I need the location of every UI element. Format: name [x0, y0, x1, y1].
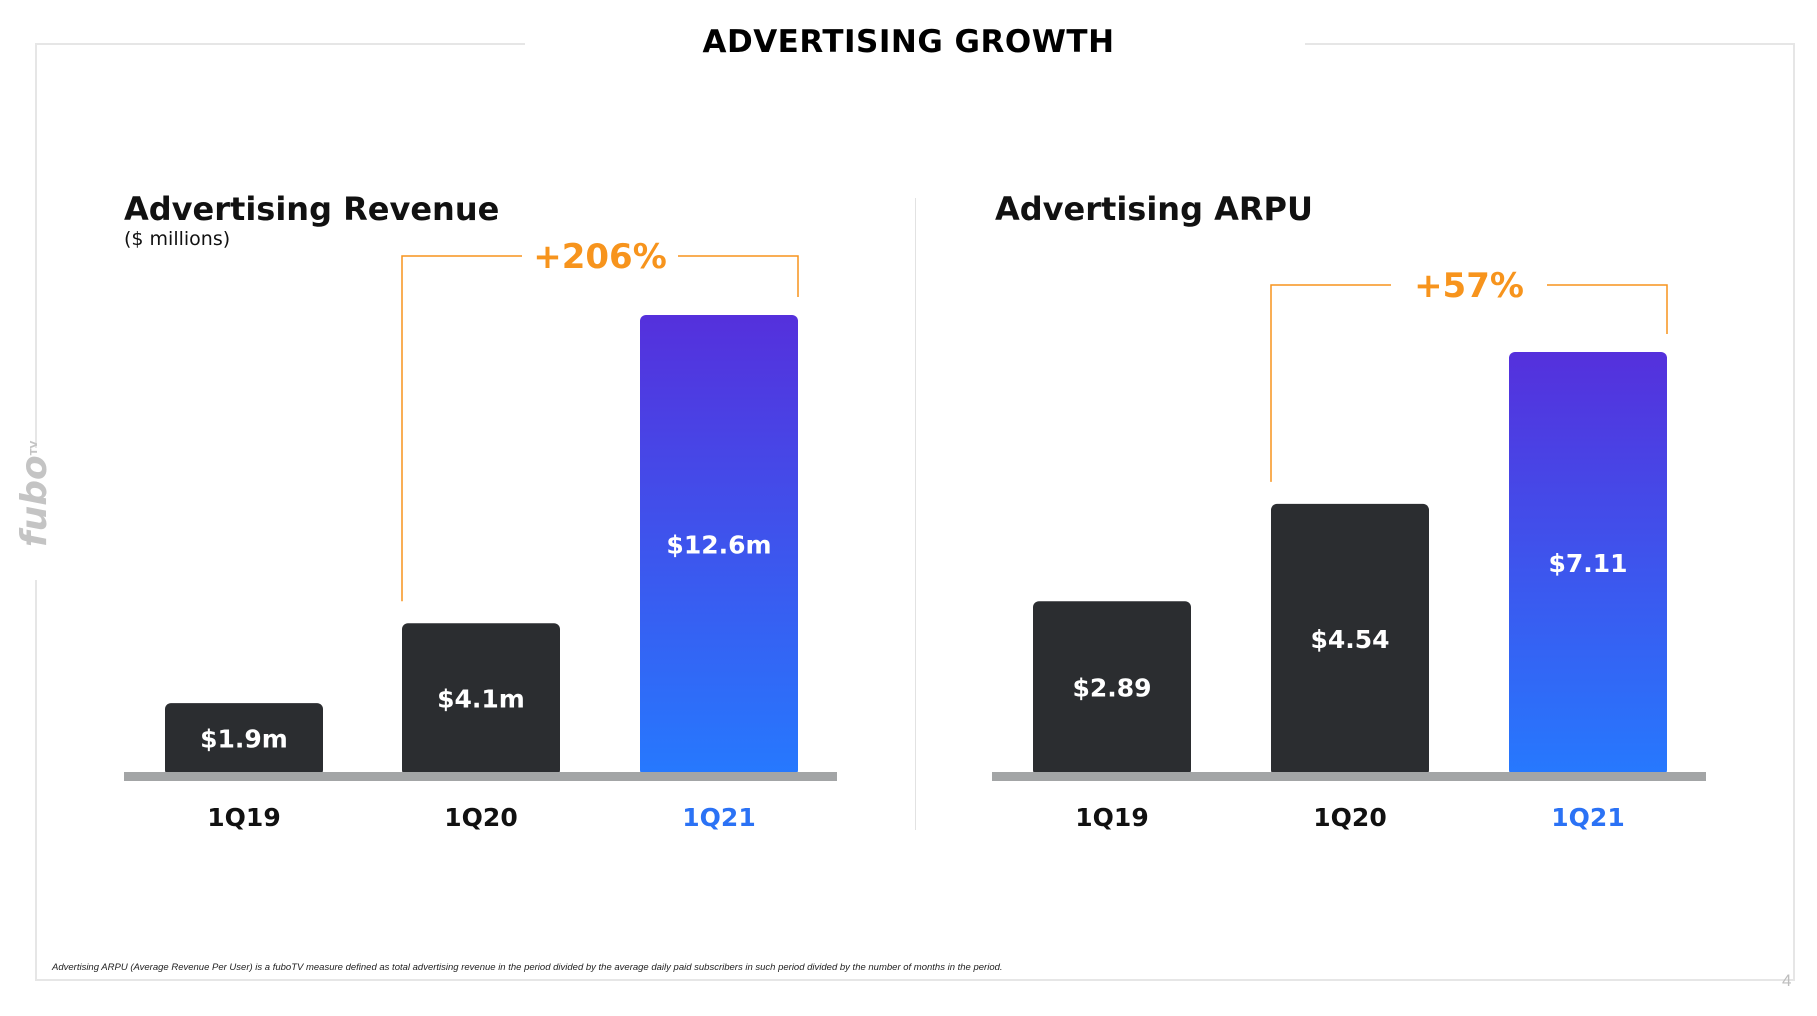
data-label-0-1Q20: $4.1m — [437, 685, 525, 714]
growth-bracket-left-0 — [401, 255, 522, 602]
tick-label-1-1Q19: 1Q19 — [1075, 803, 1148, 832]
tick-label-0-1Q21: 1Q21 — [682, 803, 755, 832]
growth-bracket-right-0 — [678, 255, 799, 297]
bar-0-1Q19 — [165, 703, 323, 776]
chart-subtitle-revenue: ($ millions) — [124, 228, 231, 250]
data-label-0-1Q21: $12.6m — [666, 531, 771, 560]
tick-label-1-1Q21: 1Q21 — [1551, 803, 1624, 832]
panel-divider — [915, 198, 916, 830]
growth-label-1: +57% — [1414, 266, 1524, 306]
chart-title-revenue: Advertising Revenue — [124, 190, 500, 228]
page-number: 4 — [1782, 971, 1792, 990]
tick-label-1-1Q20: 1Q20 — [1313, 803, 1386, 832]
bar-0-1Q20 — [402, 623, 560, 776]
data-label-1-1Q19: $2.89 — [1072, 674, 1151, 703]
growth-label-0: +206% — [533, 237, 667, 277]
bar-1-1Q21 — [1509, 352, 1667, 776]
slide-title: ADVERTISING GROWTH — [702, 24, 1115, 60]
tick-label-0-1Q20: 1Q20 — [444, 803, 517, 832]
tick-label-0-1Q19: 1Q19 — [207, 803, 280, 832]
data-label-1-1Q21: $7.11 — [1548, 549, 1627, 578]
data-label-1-1Q20: $4.54 — [1310, 625, 1389, 654]
bar-1-1Q19 — [1033, 601, 1191, 776]
x-axis-baseline-1 — [992, 772, 1706, 781]
chart-title-arpu: Advertising ARPU — [995, 190, 1313, 228]
data-label-0-1Q19: $1.9m — [200, 725, 288, 754]
logo-gap — [26, 448, 46, 580]
x-axis-baseline-0 — [124, 772, 837, 781]
bar-0-1Q21 — [640, 315, 798, 776]
growth-bracket-left-1 — [1270, 284, 1391, 482]
title-gap — [525, 30, 1305, 60]
bar-1-1Q20 — [1271, 503, 1429, 776]
footnote: Advertising ARPU (Average Revenue Per Us… — [52, 962, 1003, 973]
growth-bracket-right-1 — [1547, 284, 1668, 334]
